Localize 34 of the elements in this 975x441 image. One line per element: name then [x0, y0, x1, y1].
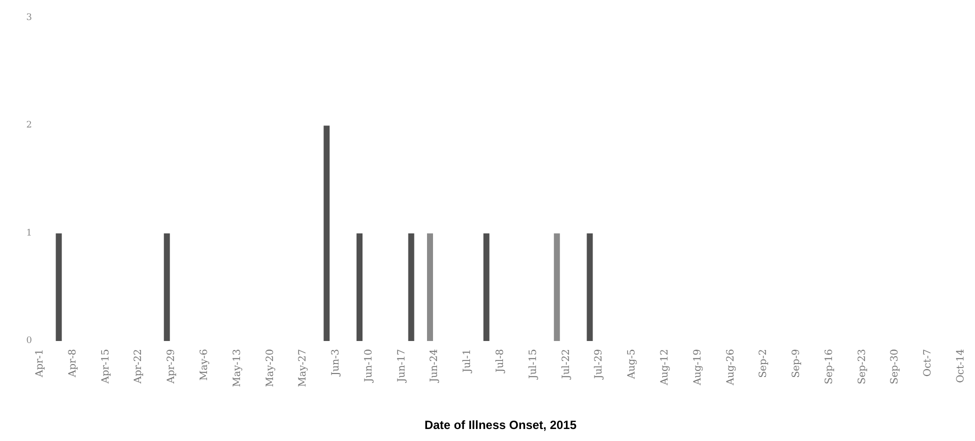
- x-tick-label: Sep-23: [856, 349, 868, 384]
- x-tick-label: Jun-17: [396, 349, 408, 383]
- x-tick-label: May-27: [298, 349, 309, 387]
- x-tick-label: Jul-15: [528, 349, 539, 380]
- x-tick-label: Apr-8: [67, 349, 78, 378]
- x-tick-label: Jul-1: [462, 349, 474, 374]
- x-tick-label: Aug-26: [725, 349, 736, 386]
- x-tick-label: Jul-29: [594, 349, 605, 380]
- x-tick-label: May-6: [198, 349, 210, 381]
- x-tick-label: Aug-5: [626, 349, 638, 380]
- y-tick-label: 0: [26, 336, 32, 346]
- x-tick-label: Oct-7: [922, 349, 934, 377]
- x-tick-label: Apr-15: [100, 349, 112, 385]
- x-tick-label: Oct-14: [956, 349, 966, 383]
- x-tick-label: Jun-10: [363, 349, 374, 383]
- x-tick-label: Jul-8: [495, 349, 506, 374]
- x-tick-label: Apr-22: [133, 349, 144, 385]
- x-tick-label: Apr-29: [166, 349, 178, 385]
- x-tick-label: Sep-30: [890, 349, 901, 384]
- x-axis-title: Date of Illness Onset, 2015: [424, 418, 577, 432]
- x-tick-label: Sep-2: [758, 349, 770, 378]
- y-tick-label: 1: [26, 228, 32, 238]
- x-tick-label: Jul-22: [560, 349, 572, 380]
- y-tick-label: 2: [26, 120, 32, 131]
- x-tick-label: Apr-1: [34, 349, 46, 378]
- y-tick-label: 3: [26, 13, 32, 23]
- x-tick-label: May-20: [264, 349, 276, 387]
- x-tick-label: Jun-3: [330, 349, 342, 377]
- x-tick-label: Aug-12: [659, 349, 670, 386]
- x-tick-label: Sep-9: [791, 349, 802, 378]
- x-tick-label: Aug-19: [692, 349, 704, 386]
- x-tick-label: May-13: [232, 349, 243, 387]
- x-tick-label: Jun-24: [429, 349, 440, 383]
- x-tick-label: Sep-16: [824, 349, 835, 384]
